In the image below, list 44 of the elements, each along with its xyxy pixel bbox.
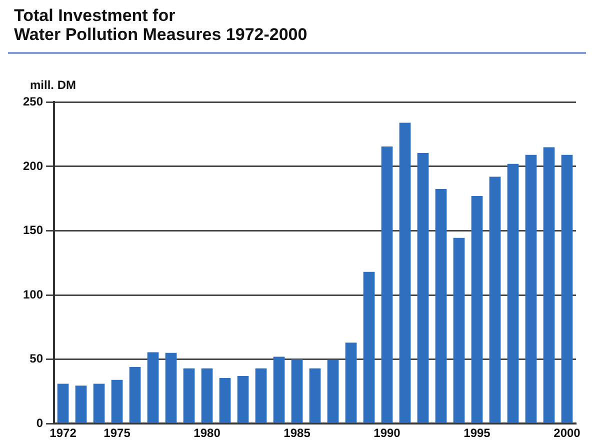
bar [291,359,303,423]
y-tick-label: 100 [22,287,44,302]
y-tick-label: 200 [22,158,44,173]
bar [363,272,375,423]
bar [147,352,159,423]
bar [345,342,357,423]
bar [255,368,267,423]
x-tick-label: 1990 [374,426,401,440]
bar [75,386,87,423]
bar [327,360,339,423]
bar [381,146,393,423]
bar [453,238,465,423]
y-axis-title: mill. DM [30,78,76,92]
bar [417,152,429,423]
bar [309,368,321,423]
bar [57,384,69,423]
bar [111,380,123,423]
bar [543,147,555,423]
y-tick-label: 0 [36,416,44,430]
bar [561,154,573,423]
bar [507,164,519,423]
bar [93,384,105,423]
y-tick-label: 250 [22,94,44,109]
bar [201,368,213,423]
bar [183,368,195,423]
bar [129,367,141,423]
bar [489,176,501,423]
bar [273,356,285,423]
y-tick-label: 50 [30,352,44,366]
x-tick-label: 1975 [104,426,131,440]
x-tick-label: 1980 [194,426,221,440]
y-tick-label: 150 [22,223,44,238]
x-tick-label: 2000 [554,426,581,440]
bar [399,122,411,423]
bar [435,188,447,423]
x-tick-label: 1995 [464,426,491,440]
bar [471,196,483,423]
bar [219,378,231,423]
x-tick-label: 1972 [50,426,77,440]
bar [525,154,537,423]
x-tick-label: 1985 [284,426,311,440]
bar [165,352,177,423]
chart-title: Total Investment for Water Pollution Measures 1972-2000 [14,6,308,44]
bar [237,376,249,423]
